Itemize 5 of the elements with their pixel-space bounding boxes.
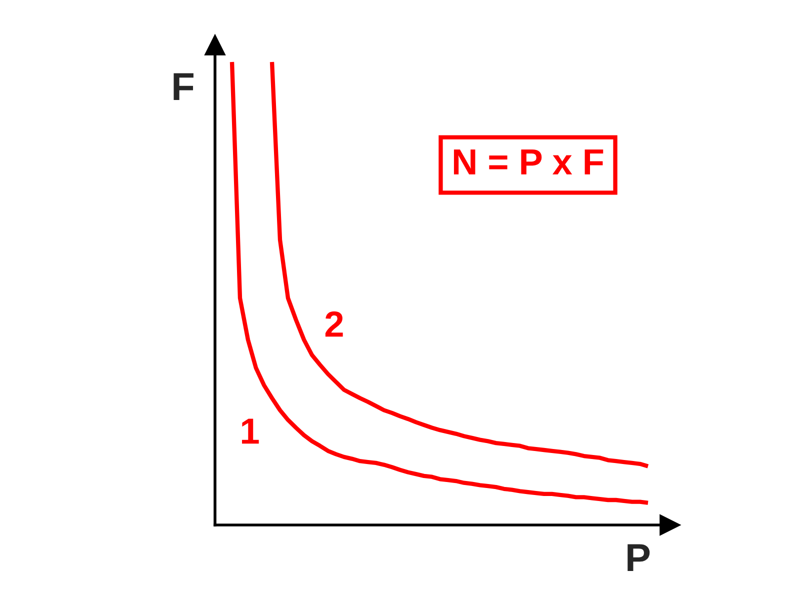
- y-axis-title: F: [174, 73, 194, 100]
- series-label: 2: [325, 311, 343, 337]
- x-axis-title: P: [628, 544, 650, 572]
- annotation: N = P x F: [454, 149, 604, 174]
- series-label: 1: [242, 418, 259, 444]
